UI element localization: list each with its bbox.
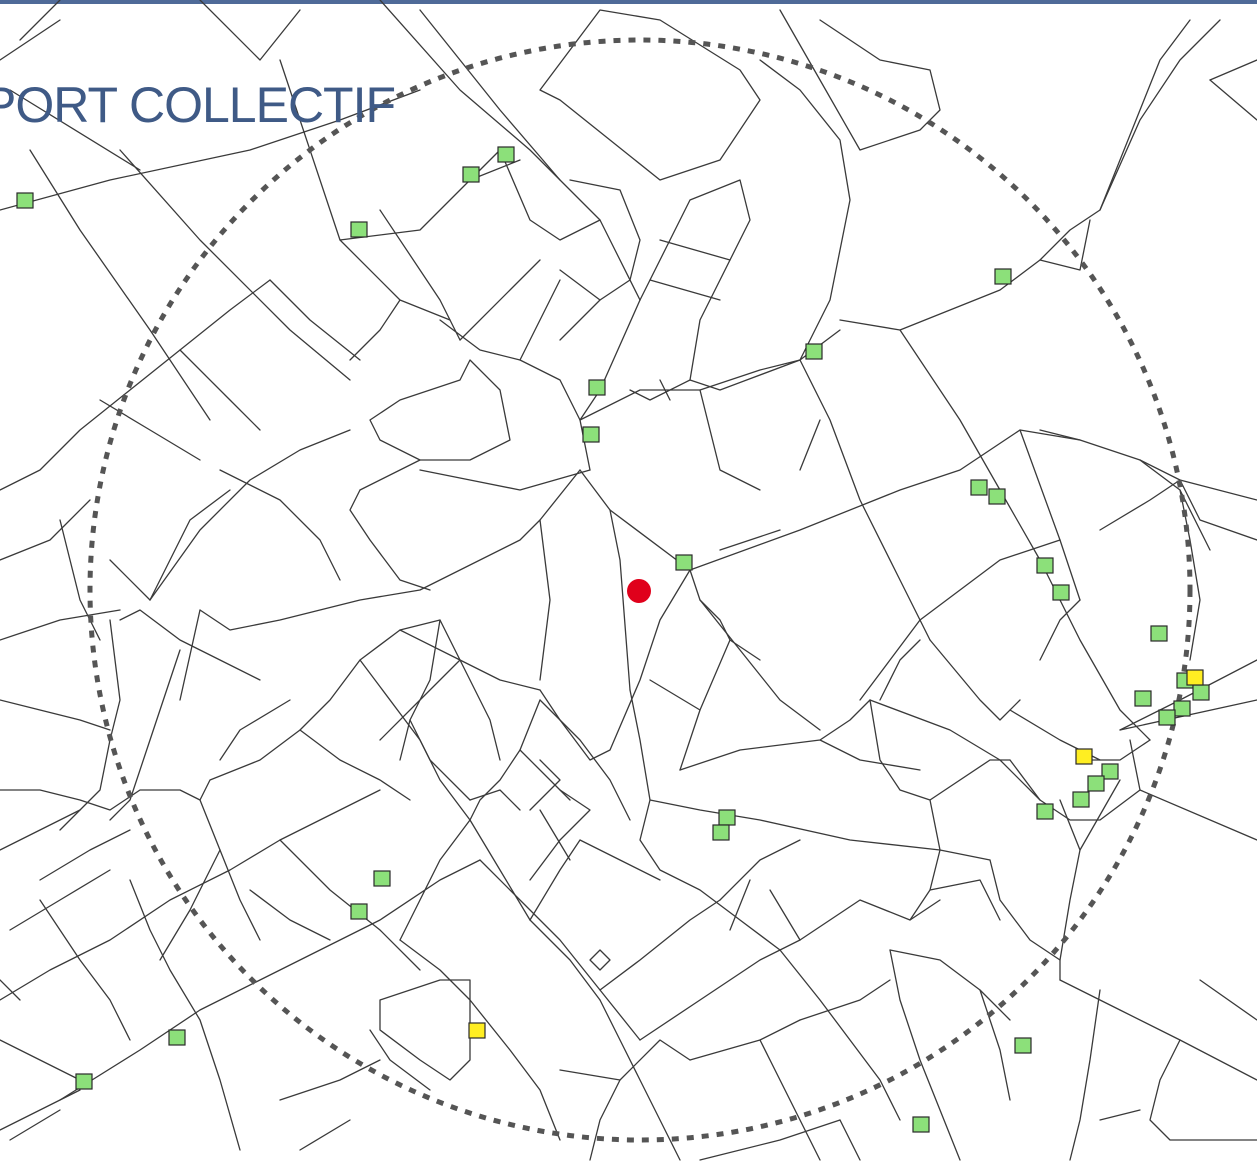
transit-stop-marker[interactable] xyxy=(588,379,606,396)
transit-stop-highlight-marker[interactable] xyxy=(1186,669,1204,686)
transit-stop-marker[interactable] xyxy=(970,479,988,496)
center-point-marker[interactable] xyxy=(627,579,651,603)
transit-stop-marker[interactable] xyxy=(988,488,1006,505)
transit-stop-highlight-marker[interactable] xyxy=(1075,748,1093,765)
transit-stop-marker[interactable] xyxy=(912,1116,930,1133)
transit-stop-marker[interactable] xyxy=(1036,803,1054,820)
transit-stop-marker[interactable] xyxy=(16,192,34,209)
page-title: PORT COLLECTIF xyxy=(0,77,396,133)
transit-stop-marker[interactable] xyxy=(1101,763,1119,780)
transit-stop-marker[interactable] xyxy=(1192,684,1210,701)
transit-stop-marker[interactable] xyxy=(373,870,391,887)
transit-stop-marker[interactable] xyxy=(582,426,600,443)
transit-stop-marker[interactable] xyxy=(1150,625,1168,642)
transit-stop-marker[interactable] xyxy=(1036,557,1054,574)
transit-stop-marker[interactable] xyxy=(675,554,693,571)
transit-stop-marker[interactable] xyxy=(1072,791,1090,808)
transit-stop-marker[interactable] xyxy=(1134,690,1152,707)
transit-stop-marker[interactable] xyxy=(1173,700,1191,717)
transit-stop-marker[interactable] xyxy=(75,1073,93,1090)
transit-stop-marker[interactable] xyxy=(1158,709,1176,726)
transit-stop-marker[interactable] xyxy=(805,343,823,360)
transit-stops-layer xyxy=(16,146,1210,1133)
transit-stop-marker[interactable] xyxy=(350,903,368,920)
transit-stop-marker[interactable] xyxy=(350,221,368,238)
transit-stop-highlight-marker[interactable] xyxy=(468,1022,486,1039)
transit-stop-marker[interactable] xyxy=(1087,775,1105,792)
transit-stop-marker[interactable] xyxy=(718,809,736,826)
top-accent-bar xyxy=(0,0,1257,4)
transit-stop-marker[interactable] xyxy=(497,146,515,163)
transit-stop-marker[interactable] xyxy=(462,166,480,183)
transit-stop-marker[interactable] xyxy=(994,268,1012,285)
transit-stop-marker[interactable] xyxy=(1052,584,1070,601)
transit-stop-marker[interactable] xyxy=(168,1029,186,1046)
transit-stop-marker[interactable] xyxy=(712,824,730,841)
walking-radius-circle xyxy=(87,37,1193,1143)
transit-stop-marker[interactable] xyxy=(1014,1037,1032,1054)
